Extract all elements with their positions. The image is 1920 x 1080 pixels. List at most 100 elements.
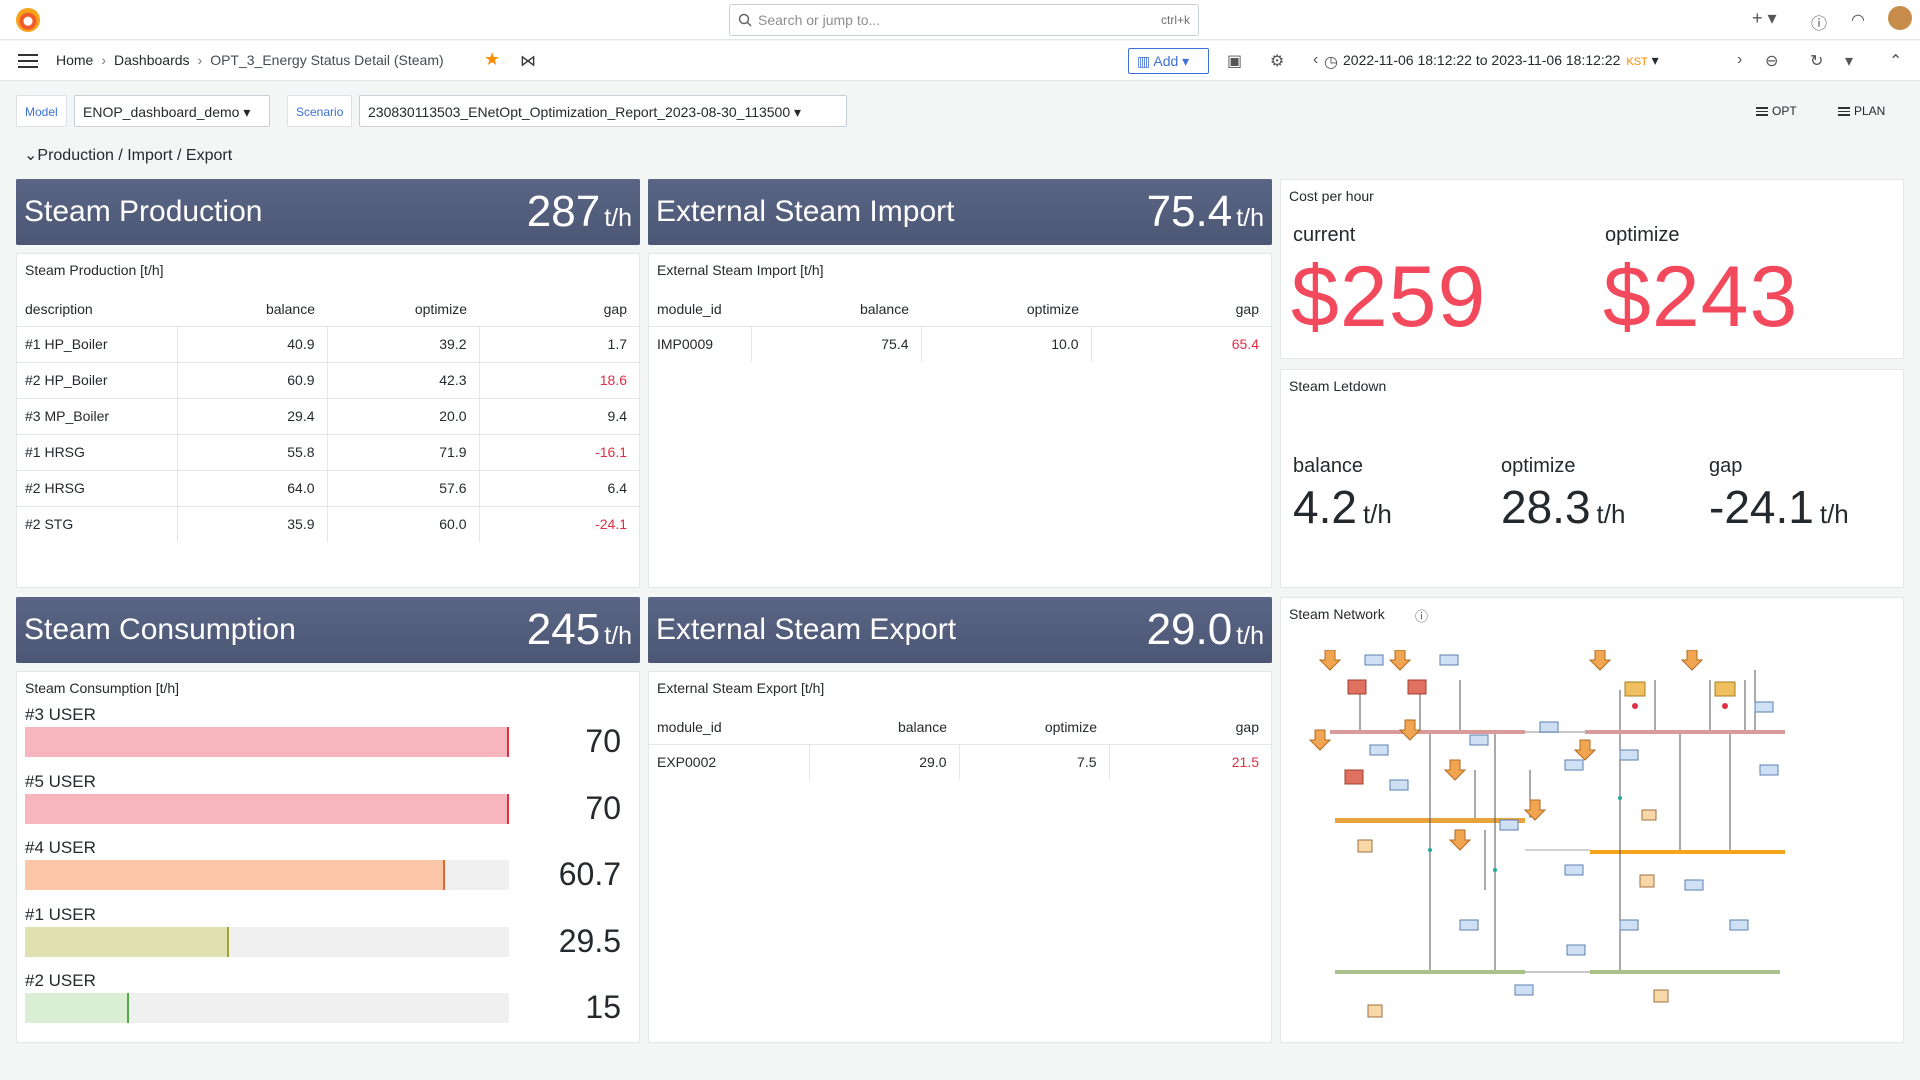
column-header-description[interactable]: description: [17, 292, 177, 327]
gauge-bar-fill: [25, 860, 445, 890]
panel-title[interactable]: Steam Production [t/h]: [25, 262, 164, 278]
gauge-bar-cap: [507, 793, 509, 824]
model-select[interactable]: ENOP_dashboard_demo ▾: [74, 95, 270, 127]
column-header-balance[interactable]: balance: [751, 292, 921, 327]
table-cell: 65.4: [1231, 336, 1259, 353]
panel-title[interactable]: Steam Consumption [t/h]: [25, 680, 180, 696]
external-steam-import-table: module_id balance optimize gap IMP0009 75…: [649, 292, 1271, 362]
column-header-balance[interactable]: balance: [177, 292, 327, 327]
table-cell: 29.4: [177, 398, 328, 435]
breadcrumb-current: OPT_3_Energy Status Detail (Steam): [210, 52, 444, 68]
gauge-bar-fill: [25, 793, 509, 824]
column-header-balance[interactable]: balance: [809, 710, 959, 745]
table-cell: 29.0: [809, 744, 960, 780]
new-plus-icon[interactable]: + ▾: [1752, 8, 1777, 28]
gauge-bar-fill: [25, 727, 509, 757]
external-steam-export-table-panel: External Steam Export [t/h] module_id ba…: [648, 671, 1272, 1043]
collapse-chevron-icon[interactable]: ⌃: [1889, 53, 1903, 70]
letdown-balance-number: 4.2: [1293, 481, 1357, 533]
breadcrumb-dashboards[interactable]: Dashboards: [114, 52, 190, 68]
time-range-picker[interactable]: 2022-11-06 18:12:22 to 2023-11-06 18:12:…: [1343, 52, 1659, 68]
time-back-chevron-icon[interactable]: ‹: [1313, 51, 1319, 68]
cost-per-hour-panel: Cost per hour current $259 optimize $243: [1280, 179, 1904, 359]
banner-value: 29.0 t/h: [1147, 605, 1264, 655]
steam-consumption-banner: Steam Consumption 245 t/h: [16, 597, 640, 663]
plan-link-label: PLAN: [1854, 104, 1886, 118]
add-label: Add: [1153, 53, 1179, 69]
refresh-interval-chevron-icon[interactable]: ▾: [1845, 53, 1854, 70]
model-select-value: ENOP_dashboard_demo: [83, 104, 240, 120]
banner-number: 29.0: [1146, 605, 1233, 654]
help-icon[interactable]: ⓘ: [1811, 16, 1828, 33]
table-cell: 10.0: [921, 326, 1092, 362]
panel-title[interactable]: Cost per hour: [1289, 188, 1374, 204]
zoom-out-icon[interactable]: ⊖: [1765, 53, 1779, 70]
column-header-optimize[interactable]: optimize: [327, 292, 479, 327]
opt-dashboard-link[interactable]: OPT: [1756, 104, 1797, 118]
table-cell: 55.8: [177, 434, 328, 471]
panel-title[interactable]: Steam Network: [1289, 606, 1385, 622]
table-cell: 64.0: [177, 470, 328, 507]
info-icon[interactable]: ⓘ: [1415, 609, 1429, 624]
cost-optimize-label: optimize: [1605, 224, 1680, 246]
external-steam-import-table-panel: External Steam Import [t/h] module_id ba…: [648, 253, 1272, 588]
gauge-value: 70: [585, 789, 621, 826]
time-forward-chevron-icon[interactable]: ›: [1737, 51, 1743, 68]
search-input[interactable]: Search or jump to... ctrl+k: [729, 4, 1199, 36]
letdown-optimize-number: 28.3: [1501, 481, 1591, 533]
breadcrumb-home[interactable]: Home: [56, 52, 94, 68]
column-header-optimize[interactable]: optimize: [921, 292, 1091, 327]
steam-production-table: description balance optimize gap #1 HP_B…: [17, 292, 639, 542]
table-cell: 7.5: [959, 744, 1110, 780]
panel-title[interactable]: Steam Letdown: [1289, 378, 1387, 394]
column-header-optimize[interactable]: optimize: [959, 710, 1109, 745]
gauge-label: #2 USER: [25, 971, 96, 990]
nav-bar: Home › Dashboards › OPT_3_Energy Status Deta…: [0, 41, 1920, 81]
row-title[interactable]: ⌄Production / Import / Export: [24, 147, 233, 164]
panel-title[interactable]: External Steam Export [t/h]: [657, 680, 825, 696]
menu-icon[interactable]: [18, 54, 38, 68]
scenario-select[interactable]: 230830113503_ENetOpt_Optimization_Report…: [359, 95, 847, 127]
table-cell: 21.5: [1231, 754, 1259, 771]
settings-gear-icon[interactable]: ⚙: [1270, 53, 1285, 70]
letdown-unit: t/h: [1819, 499, 1849, 529]
table-cell: EXP0002: [649, 744, 810, 780]
share-icon[interactable]: ⋈: [520, 53, 536, 70]
gauge-value: 60.7: [558, 856, 621, 892]
column-header-gap[interactable]: gap: [479, 292, 639, 327]
gauge-value: 29.5: [558, 922, 621, 959]
save-icon[interactable]: ▣: [1227, 53, 1243, 70]
gauge-label: #3 USER: [25, 705, 96, 724]
gauge-bar-cap: [127, 993, 129, 1023]
column-header-gap[interactable]: gap: [1109, 710, 1271, 745]
add-button[interactable]: ▥ Add ▾: [1128, 48, 1209, 74]
table-row: IMP0009 75.4 10.0 65.4: [649, 326, 1271, 362]
table-cell: 75.4: [751, 326, 922, 362]
letdown-balance-value: 4.2 t/h: [1293, 480, 1392, 534]
table-cell: 60.9: [177, 362, 328, 399]
favorite-star-icon[interactable]: ★: [484, 49, 501, 69]
gauge-label: #5 USER: [25, 771, 96, 791]
banner-value: 287 t/h: [527, 187, 632, 237]
gauge-bar-cap: [507, 727, 509, 757]
table-cell: 42.3: [327, 362, 480, 399]
banner-value: 245 t/h: [527, 605, 632, 655]
avatar[interactable]: [1888, 6, 1912, 30]
table-cell: 6.4: [479, 470, 639, 507]
cost-current-label: current: [1293, 224, 1356, 246]
news-icon[interactable]: ◠: [1851, 12, 1865, 29]
column-header-module-id[interactable]: module_id: [649, 292, 751, 327]
steam-letdown-panel: Steam Letdown balance 4.2 t/h optimize 28…: [1280, 369, 1904, 588]
column-header-gap[interactable]: gap: [1091, 292, 1271, 327]
plan-dashboard-link[interactable]: PLAN: [1838, 104, 1885, 118]
column-header-module-id[interactable]: module_id: [649, 710, 809, 745]
table-cell: 18.6: [479, 362, 639, 399]
panel-title[interactable]: External Steam Import [t/h]: [657, 262, 824, 278]
grafana-logo-icon[interactable]: [16, 8, 40, 32]
timezone-badge: KST: [1626, 56, 1648, 68]
letdown-gap-number: -24.1: [1709, 481, 1814, 533]
letdown-balance-label: balance: [1293, 455, 1364, 477]
banner-title: Steam Consumption: [24, 613, 296, 646]
refresh-icon[interactable]: ↻: [1810, 53, 1824, 70]
banner-title: External Steam Import: [656, 195, 955, 228]
